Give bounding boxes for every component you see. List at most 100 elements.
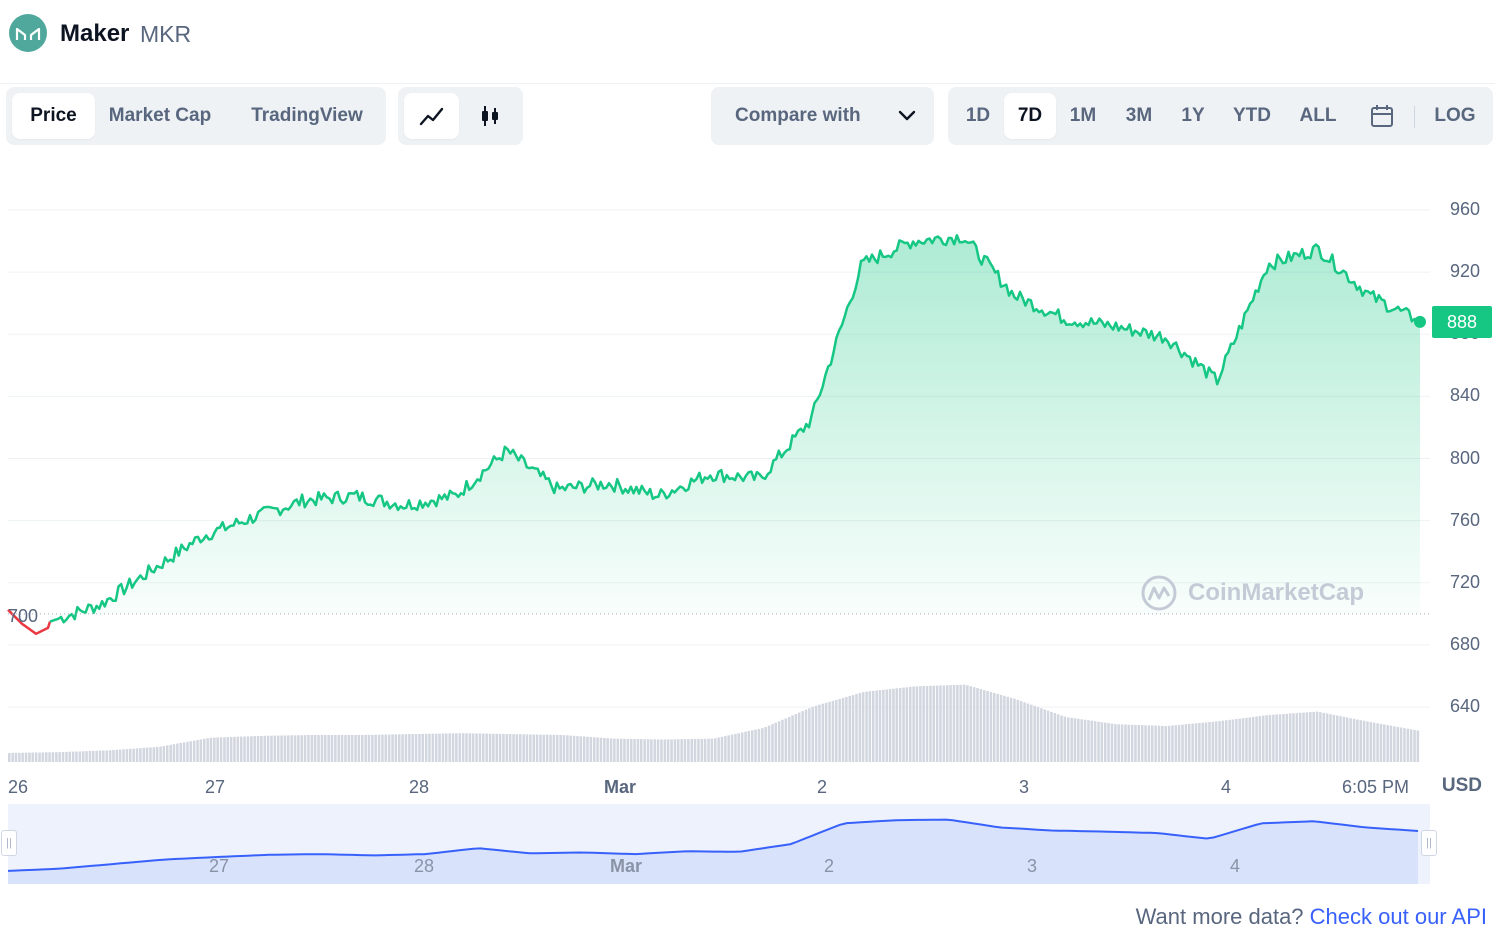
chart-tabs: Price Market Cap TradingView <box>6 87 386 145</box>
volume-bar <box>354 735 357 762</box>
coin-name: Maker <box>60 20 130 47</box>
range-3m[interactable]: 3M <box>1125 105 1153 126</box>
volume-bar <box>102 750 105 762</box>
volume-bar <box>660 739 663 762</box>
api-link[interactable]: Check out our API <box>1309 904 1487 929</box>
volume-bar <box>38 752 41 762</box>
volume-bar <box>1399 727 1403 762</box>
volume-bar <box>340 735 344 762</box>
volume-bar <box>1077 718 1080 762</box>
range-7d[interactable]: 7D <box>1004 93 1056 139</box>
volume-bar <box>1339 716 1342 762</box>
volume-bar <box>112 750 115 762</box>
navigator-right-handle[interactable]: || <box>1421 830 1437 856</box>
volume-bar <box>273 735 277 762</box>
candlestick-button[interactable] <box>462 93 517 139</box>
y-tick-label: 920 <box>1449 261 1480 282</box>
volume-bar <box>1255 716 1258 762</box>
volume-bar <box>78 751 82 762</box>
volume-bar <box>1043 709 1047 762</box>
volume-bar <box>364 734 367 762</box>
volume-bar <box>1376 723 1379 762</box>
volume-bar <box>771 724 774 762</box>
volume-bar <box>1302 712 1305 762</box>
volume-bar <box>330 735 334 762</box>
price-chart[interactable] <box>0 0 1495 800</box>
volume-bar <box>135 748 139 762</box>
navigator-left-handle[interactable]: || <box>1 830 17 856</box>
volume-bar <box>408 734 411 762</box>
range-1d[interactable]: 1D <box>965 105 991 126</box>
volume-bar <box>495 733 499 762</box>
volume-bar <box>1154 725 1157 762</box>
volume-bar <box>152 747 156 762</box>
volume-bar <box>1403 728 1406 762</box>
tab-price[interactable]: Price <box>12 93 95 139</box>
volume-bar <box>650 739 653 762</box>
volume-bar <box>82 751 85 762</box>
volume-bar <box>690 739 694 762</box>
maker-logo-icon <box>9 14 47 52</box>
volume-bar <box>1114 724 1117 762</box>
volume-bar <box>552 734 556 762</box>
volume-bar <box>401 734 404 762</box>
volume-bar <box>61 752 65 762</box>
range-navigator[interactable] <box>8 804 1430 884</box>
volume-bar <box>1268 715 1272 762</box>
volume-bar <box>915 686 919 762</box>
volume-bar <box>700 738 704 762</box>
volume-bar <box>754 729 757 762</box>
volume-bar <box>1191 723 1194 762</box>
volume-bar <box>1336 715 1339 762</box>
volume-bar <box>115 749 119 762</box>
volume-bar <box>243 736 246 762</box>
tab-market-cap[interactable]: Market Cap <box>108 105 212 126</box>
volume-bar <box>562 735 566 762</box>
volume-bar <box>1164 726 1168 762</box>
range-1m[interactable]: 1M <box>1069 105 1097 126</box>
volume-bar <box>192 740 196 762</box>
calendar-button[interactable] <box>1358 93 1406 139</box>
nav-tick-mar: Mar <box>610 856 643 876</box>
x-tick-3: 3 <box>1019 777 1030 797</box>
volume-bar <box>1107 723 1110 762</box>
volume-bar <box>626 738 630 762</box>
volume-bar <box>1211 721 1215 762</box>
range-ytd[interactable]: YTD <box>1233 105 1271 126</box>
volume-bar <box>835 699 838 762</box>
candlestick-icon <box>481 106 498 126</box>
volume-bar <box>233 736 236 762</box>
volume-bar <box>1319 712 1322 762</box>
volume-bar <box>1003 695 1006 762</box>
volume-bar <box>424 733 428 762</box>
tab-tradingview[interactable]: TradingView <box>251 105 363 126</box>
volume-bar <box>539 734 542 762</box>
volume-bar <box>1110 723 1114 762</box>
volume-bar <box>445 733 448 762</box>
volume-bar <box>616 738 620 762</box>
range-all[interactable]: ALL <box>1299 105 1337 126</box>
line-chart-button[interactable] <box>404 93 459 139</box>
volume-bar <box>1033 705 1036 762</box>
coinmarketcap-watermark: CoinMarketCap <box>1140 574 1364 612</box>
volume-bar <box>902 687 905 762</box>
volume-bar <box>808 708 811 762</box>
volume-bar <box>226 737 230 762</box>
compare-dropdown[interactable]: Compare with <box>711 87 934 145</box>
volume-bar <box>374 734 377 762</box>
volume-bar <box>952 685 956 762</box>
range-1y[interactable]: 1Y <box>1181 105 1205 126</box>
volume-bar <box>1063 716 1067 762</box>
volume-bar <box>391 734 394 762</box>
volume-bar <box>989 692 993 762</box>
volume-bar <box>935 685 939 762</box>
log-scale-toggle[interactable]: LOG <box>1434 105 1476 126</box>
volume-bar <box>162 746 166 762</box>
volume-bar <box>246 736 250 762</box>
volume-bar <box>1332 714 1336 762</box>
volume-bar <box>643 739 646 762</box>
volume-bar <box>418 734 421 762</box>
nav-tick-27: 27 <box>209 856 230 876</box>
volume-bar <box>633 739 636 762</box>
volume-bar <box>630 738 633 762</box>
